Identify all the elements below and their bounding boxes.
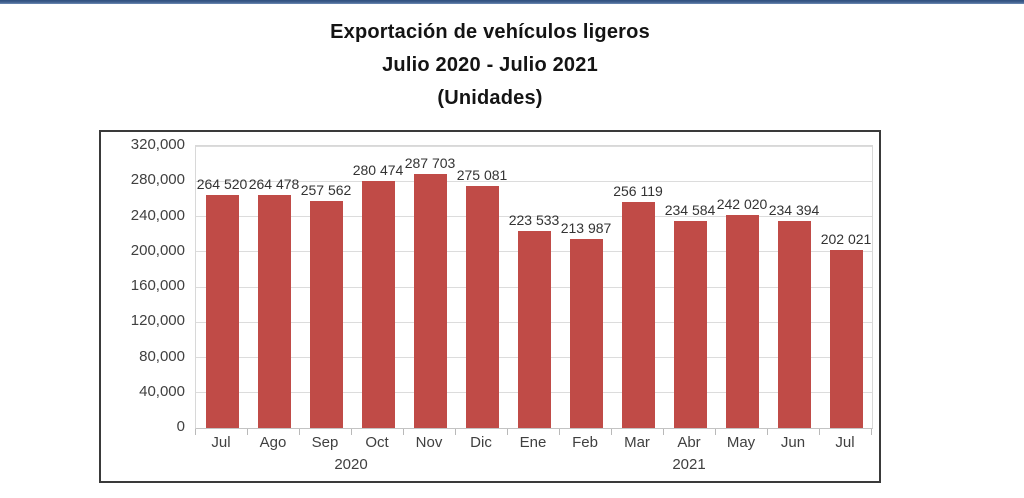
bar-value-label: 264 520 xyxy=(196,175,248,192)
chart-frame: 264 520 264 478 257 562 280 474 287 703 275 0… xyxy=(99,130,881,483)
bar-may-10 xyxy=(725,214,759,428)
bar-nov-4 xyxy=(413,174,447,428)
y-axis-tick-label: 0 xyxy=(176,418,185,435)
x-axis-month-label: Jul xyxy=(211,434,231,451)
bar-oct-3 xyxy=(361,180,395,428)
chart-title-block: Exportación de vehículos ligeros Julio 2… xyxy=(99,16,881,115)
gridline xyxy=(196,180,872,182)
bar-value-label: 275 081 xyxy=(456,166,508,183)
x-axis-tick xyxy=(559,429,560,435)
bar-value-label: 280 474 xyxy=(352,161,404,178)
top-accent-bar xyxy=(0,0,1024,4)
x-axis-tick xyxy=(195,429,196,435)
x-axis-month-label: Sep xyxy=(311,434,339,451)
bar-value-label: 223 533 xyxy=(508,212,560,228)
x-axis-year-label: 2021 xyxy=(672,456,706,473)
x-axis-month-label: Oct xyxy=(365,434,389,451)
bar-dic-5 xyxy=(465,185,499,428)
bar-value-label: 234 394 xyxy=(768,202,820,219)
chart-subtitle-period: Julio 2020 - Julio 2021 xyxy=(382,54,598,76)
bar-jul-12 xyxy=(829,249,863,428)
bar-ene-6 xyxy=(517,231,551,428)
x-axis-month-label: Ene xyxy=(519,434,547,451)
x-axis-month-label: Jul xyxy=(835,434,855,451)
gridline xyxy=(196,145,872,147)
bar-value-label: 287 703 xyxy=(404,155,456,172)
bar-value-label: 257 562 xyxy=(300,182,352,199)
x-axis-tick xyxy=(715,429,716,435)
y-axis-tick-label: 280,000 xyxy=(130,171,185,189)
y-axis-tick-label: 80,000 xyxy=(139,347,185,365)
chart-subtitle-units: (Unidades) xyxy=(437,87,543,109)
bar-value-label: 256 119 xyxy=(613,183,663,200)
bar-value-label: 202 021 xyxy=(820,230,872,247)
x-axis-tick xyxy=(299,429,300,435)
x-axis-tick xyxy=(455,429,456,435)
x-axis-month-label: May xyxy=(726,434,756,451)
bar-mar-8 xyxy=(621,202,655,428)
gridline xyxy=(196,216,872,217)
y-axis-tick-label: 240,000 xyxy=(130,206,185,224)
bar-value-label: 213 987 xyxy=(560,220,612,237)
x-axis-tick xyxy=(767,429,768,435)
x-axis-year-label: 2020 xyxy=(334,456,368,473)
x-axis-tick xyxy=(819,429,820,435)
y-axis-tick-label: 200,000 xyxy=(130,241,185,259)
x-axis-month-label: Feb xyxy=(572,434,598,451)
x-axis-month-label: Jun xyxy=(780,434,806,451)
chart-title: Exportación de vehículos ligeros xyxy=(330,21,650,43)
y-axis-tick-label: 40,000 xyxy=(139,382,185,400)
x-axis-tick xyxy=(351,429,352,435)
bar-value-label: 242 020 xyxy=(716,195,768,212)
bar-jul-0 xyxy=(205,194,239,428)
x-axis-month-label: Nov xyxy=(415,434,443,451)
bar-abr-9 xyxy=(673,221,707,428)
bar-sep-2 xyxy=(309,201,343,428)
x-axis-month-label: Abr xyxy=(677,434,701,451)
x-axis-tick xyxy=(507,429,508,435)
x-axis-tick xyxy=(611,429,612,435)
bar-jun-11 xyxy=(777,221,811,428)
x-axis-tick xyxy=(663,429,664,435)
x-axis-tick xyxy=(403,429,404,435)
x-axis-month-label: Ago xyxy=(259,434,287,451)
x-axis-month-label: Dic xyxy=(470,434,492,451)
bar-ago-1 xyxy=(257,194,291,428)
x-axis-month-label: Mar xyxy=(624,434,650,451)
y-axis-tick-label: 160,000 xyxy=(130,277,185,294)
plot-area: 264 520 264 478 257 562 280 474 287 703 275 0… xyxy=(195,145,873,429)
x-axis-tick xyxy=(871,429,872,435)
y-axis-tick-label: 120,000 xyxy=(130,312,185,330)
y-axis-tick-label: 320,000 xyxy=(130,136,185,153)
bar-value-label: 234 584 xyxy=(664,202,716,219)
bar-value-label: 264 478 xyxy=(248,175,300,192)
x-axis-tick xyxy=(247,429,248,435)
bar-feb-7 xyxy=(569,239,603,428)
